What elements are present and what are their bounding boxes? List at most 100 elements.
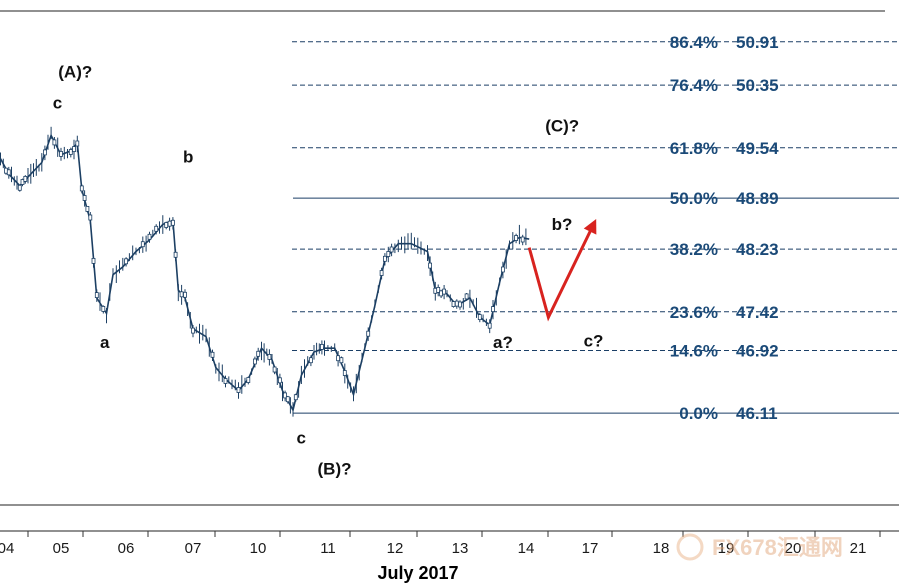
arrow-head-icon [583, 218, 597, 235]
fib-pct-label: 61.8% [670, 139, 718, 158]
candle-body [293, 394, 298, 401]
fib-pct-label: 76.4% [670, 76, 718, 95]
x-tick-label: 04 [0, 540, 14, 557]
candle-body [389, 246, 394, 253]
fib-value-label: 46.11 [736, 404, 778, 423]
fib-pct-label: 86.4% [670, 33, 718, 52]
candle-body [246, 377, 251, 383]
projection-path [527, 218, 597, 322]
candle-body [6, 169, 11, 176]
wave-label: c [297, 428, 306, 447]
candle-body [23, 175, 28, 182]
fib-labels: 86.4% 50.91 76.4% 50.35 61.8% 49.54 50.0% 48.89… [670, 33, 779, 423]
fib-value-label: 48.23 [736, 240, 779, 259]
x-tick-label: 13 [452, 540, 469, 557]
wave-label: b? [552, 215, 573, 234]
candle-body [179, 291, 184, 298]
candle-body [487, 322, 492, 329]
candle-body [236, 387, 241, 393]
watermark: FX678汇通网 [676, 533, 843, 561]
candle-body [88, 214, 93, 221]
fib-pct-label: 14.6% [670, 341, 718, 360]
wave-label: (B)? [318, 459, 352, 478]
candle-body [91, 257, 96, 264]
fib-value-label: 50.91 [736, 33, 779, 52]
x-tick-label: 07 [185, 540, 202, 557]
candle-body [191, 327, 195, 334]
candle-body [308, 357, 313, 364]
wave-label: a? [493, 333, 513, 352]
candle-body [43, 149, 47, 156]
fib-pct-label: 50.0% [670, 189, 718, 208]
candle-body [477, 314, 482, 321]
x-tick-label: 06 [118, 540, 135, 557]
fib-lines [292, 41, 899, 414]
x-tick-label: 10 [250, 540, 267, 557]
fib-value-label: 48.89 [736, 189, 779, 208]
candle-body [82, 195, 87, 201]
candle-body [170, 219, 175, 226]
x-tick-label: 11 [320, 540, 336, 557]
fib-value-label: 49.54 [736, 139, 779, 158]
candle-body [94, 292, 99, 299]
candle-body [520, 236, 525, 243]
candle-body [442, 288, 447, 295]
candle-body [85, 205, 90, 212]
chart-frame [0, 10, 899, 532]
candle-body [173, 251, 178, 258]
candle-body [59, 150, 63, 157]
price-series [0, 126, 530, 417]
candle-body [164, 222, 169, 228]
x-tick-label: 18 [653, 540, 670, 557]
candle-body [210, 351, 215, 358]
projection-line [527, 223, 595, 322]
candle-body [101, 305, 106, 312]
candle-body [75, 140, 80, 147]
candle-body [154, 225, 159, 232]
candle-body [514, 235, 518, 241]
candle-body [436, 286, 441, 293]
fib-value-label: 46.92 [736, 341, 779, 360]
candle-body [256, 350, 261, 357]
watermark-logo-icon [676, 533, 704, 561]
candle-body [72, 146, 76, 153]
wave-label: c? [584, 332, 604, 351]
candle-body [319, 343, 324, 350]
candle-body [140, 241, 145, 248]
fib-pct-label: 0.0% [679, 404, 718, 423]
x-tick-label: 21 [850, 540, 867, 557]
candle-body [285, 396, 290, 403]
wave-label: (C)? [545, 117, 579, 136]
fib-value-label: 50.35 [736, 76, 779, 95]
candle-body [339, 357, 344, 364]
x-tick-label: 20 [785, 540, 802, 557]
fib-value-label: 47.42 [736, 303, 779, 322]
wave-label: (A)? [58, 62, 92, 81]
x-tick-label: 19 [718, 540, 735, 557]
candle-body [277, 377, 282, 384]
wave-labels: (A)? c b a c (B)? (C)? b? a? c? [53, 62, 604, 478]
candle-body [20, 179, 25, 185]
candle-body [183, 291, 187, 298]
candle-body [124, 258, 128, 265]
candle-body [451, 301, 456, 308]
candle-body [379, 270, 384, 276]
candle-body [283, 392, 288, 399]
x-tick-label: 05 [53, 540, 70, 557]
candle-body [382, 255, 387, 262]
candle-body [366, 330, 371, 337]
candle-body [252, 358, 257, 365]
candle-body [454, 300, 459, 307]
wave-label: c [53, 93, 62, 112]
candle-body [167, 220, 172, 227]
candle-body [491, 306, 495, 313]
candle-body [52, 139, 57, 146]
candle-body [17, 184, 22, 191]
candle-body [272, 366, 277, 373]
x-tick-label: 14 [518, 540, 535, 557]
candle-body [439, 290, 444, 297]
candle-body [458, 301, 462, 308]
candle-body [223, 378, 228, 384]
candle-body [342, 370, 347, 376]
